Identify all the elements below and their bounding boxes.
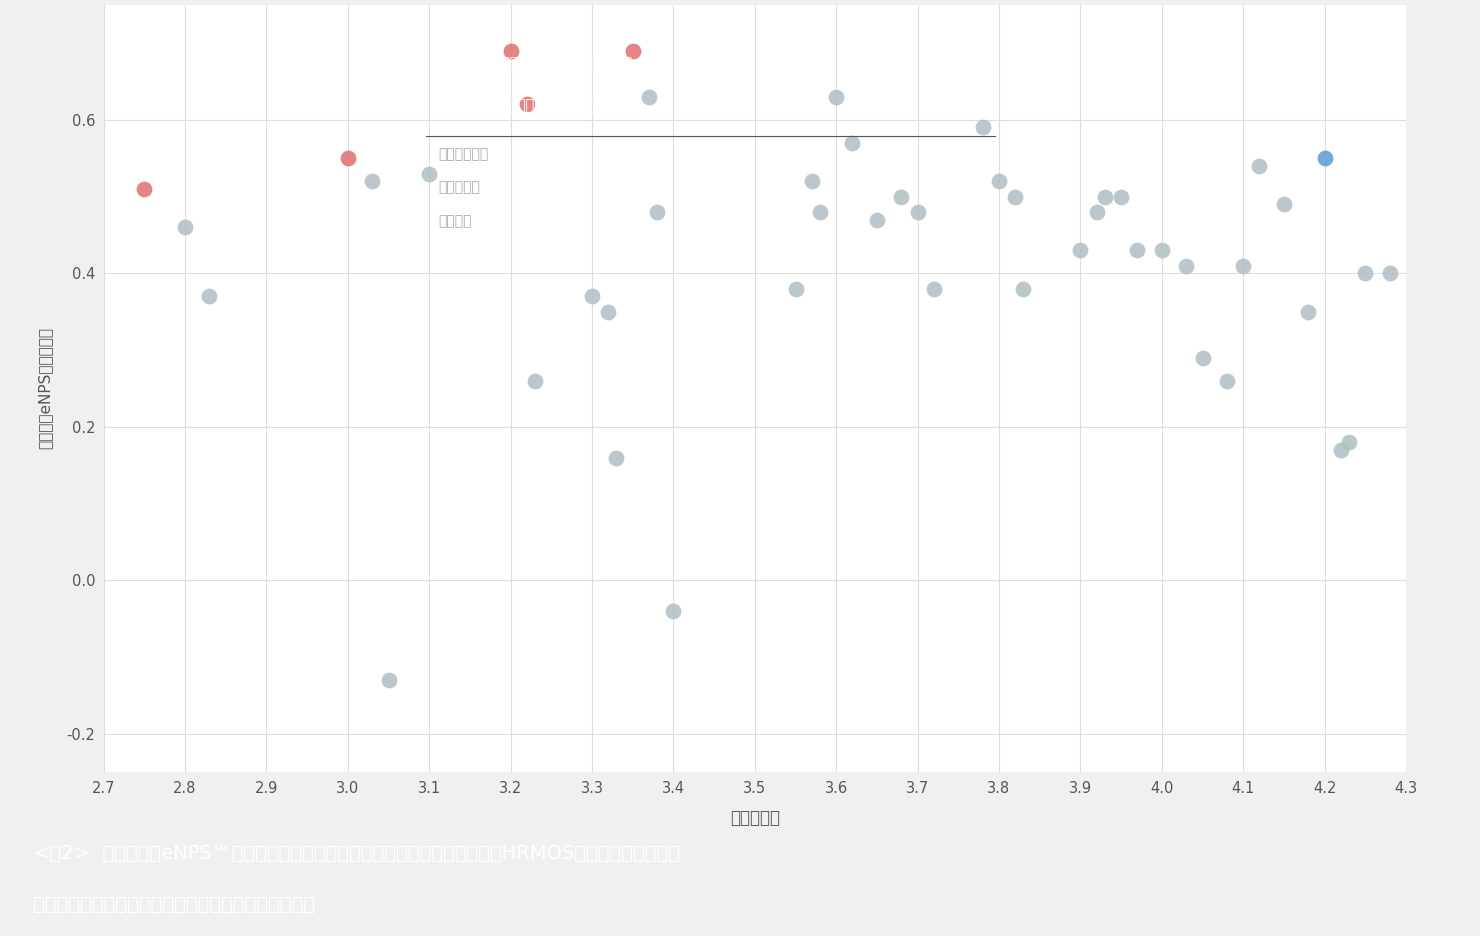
Point [841, 136, 864, 151]
Point [784, 281, 808, 296]
Text: 0.69: 0.69 [952, 214, 983, 228]
Point [360, 174, 383, 189]
Point [1313, 151, 1336, 166]
Text: ながら、スキルアップの機会が持てている: ながら、スキルアップの機会が持てている [438, 98, 604, 113]
Text: 質問カテゴリ: 質問カテゴリ [438, 147, 488, 161]
Point [889, 189, 913, 204]
Point [662, 604, 685, 619]
Point [1110, 189, 1134, 204]
Point [515, 97, 539, 112]
Text: 成長: 成長 [966, 147, 983, 161]
Point [1248, 158, 1271, 173]
Text: 3.35: 3.35 [952, 181, 983, 195]
Point [638, 89, 662, 104]
Point [799, 174, 823, 189]
Text: 相関係数: 相関係数 [438, 214, 472, 228]
Point [605, 450, 629, 465]
Point [922, 281, 946, 296]
Point [1085, 204, 1109, 219]
Point [1126, 242, 1150, 257]
Point [622, 43, 645, 58]
Text: 優先的に対応すべき項目を「赤色のマーク」で表示。: 優先的に対応すべき項目を「赤色のマーク」で表示。 [33, 895, 315, 914]
Point [1069, 242, 1092, 257]
Point [906, 204, 929, 219]
Point [1329, 443, 1353, 458]
Text: 質問スコア: 質問スコア [438, 181, 480, 195]
Point [645, 204, 669, 219]
Point [173, 220, 197, 235]
Point [198, 289, 222, 304]
Point [1012, 281, 1036, 296]
Point [1338, 434, 1362, 449]
Point [132, 182, 155, 197]
Point [1296, 304, 1320, 319]
Point [376, 673, 400, 688]
Point [1190, 350, 1214, 365]
Point [336, 151, 360, 166]
Point [987, 174, 1011, 189]
Point [1378, 266, 1402, 281]
Point [1094, 189, 1117, 204]
Point [1273, 197, 1296, 212]
Point [1215, 373, 1239, 388]
Point [1003, 189, 1027, 204]
Point [1231, 258, 1255, 273]
Y-axis label: スコアとeNPSの相関係数: スコアとeNPSの相関係数 [37, 328, 52, 449]
Point [580, 289, 604, 304]
Text: 66. 私の所属組織では、メンバーは業務を行い: 66. 私の所属組織では、メンバーは業務を行い [438, 55, 632, 70]
Text: <図2>  設問項目とeNPS℠の相関をグラフ化　相関係数が高い項目のなかからHRMOS独自のロジックで、: <図2> 設問項目とeNPS℠の相関をグラフ化 相関係数が高い項目のなかからHR… [33, 844, 679, 863]
Point [499, 43, 522, 58]
X-axis label: 質問スコア: 質問スコア [730, 810, 780, 827]
Point [1150, 242, 1174, 257]
Point [1354, 266, 1378, 281]
Point [596, 304, 620, 319]
Point [824, 89, 848, 104]
Point [808, 204, 832, 219]
Point [417, 166, 441, 181]
Point [971, 120, 995, 135]
Point [1175, 258, 1199, 273]
Point [524, 373, 548, 388]
Point [866, 212, 889, 227]
